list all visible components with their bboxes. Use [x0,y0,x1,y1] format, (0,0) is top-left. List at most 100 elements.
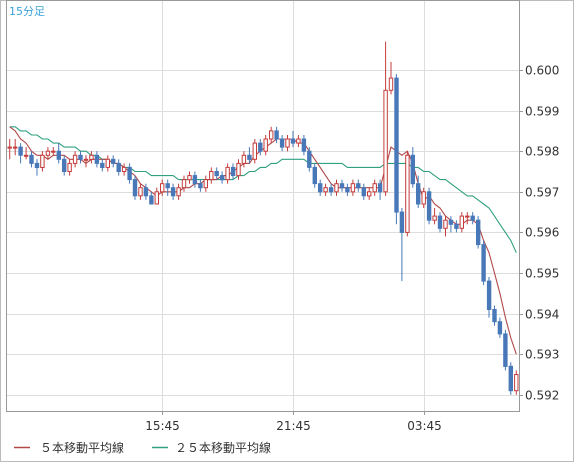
candle-body-down [503,333,508,367]
candle-body-down [220,175,225,181]
y-tick-label: 0.599 [525,105,559,119]
candle [170,183,176,200]
y-tick-label: 0.600 [525,64,559,78]
candle-body-down [448,219,454,225]
candle [350,179,356,196]
candle [448,216,454,233]
candle-body-up [181,179,187,189]
candle-body-up [72,154,78,164]
candle-body-up [285,138,290,148]
candle [236,159,241,180]
candle [13,139,18,156]
candle-body-down [356,183,361,189]
candle [203,175,209,192]
candle-body-down [508,365,514,392]
candle [405,151,410,237]
candle-body-down [377,183,383,193]
candle-body-down [127,166,132,181]
candle [83,155,89,168]
candle-body-down [486,280,492,311]
y-tick-label: 0.594 [525,308,559,322]
candle-body-up [83,158,89,161]
candle-body-down [318,183,323,193]
y-tick-label: 0.593 [525,348,559,362]
candle [263,135,268,156]
candle [105,155,110,172]
x-tick-label: 03:45 [407,419,442,433]
candle [356,179,361,192]
candle-body-up [209,171,214,181]
candle-body-down [481,244,486,282]
plot-area [6,0,520,412]
candle [377,179,383,200]
candle-body-down [301,138,307,152]
candle-body-up [89,154,94,160]
candle-body-down [454,223,459,229]
candle-body-up [176,187,181,197]
candle [176,183,181,200]
ma25-line [9,126,517,253]
candle [214,167,219,180]
candle [492,305,497,326]
candle-body-up [459,215,465,229]
candle-body-up [236,162,241,177]
candle-body-up [203,179,209,189]
candle-body-up [51,150,56,153]
candle [307,147,312,172]
candle-body-down [29,154,34,164]
candle-body-up [263,138,268,152]
candle-body-down [470,215,475,221]
candle-body-down [170,187,176,197]
candle-body-up [241,154,247,164]
candle [372,179,377,196]
candle [361,183,367,200]
candle [296,135,301,148]
x-tick-label: 21:45 [276,419,311,433]
candle [476,216,481,249]
candle-body-up [138,187,143,197]
candle [192,171,198,188]
candle-body-down [18,146,23,156]
candle-body-up [269,130,274,140]
candle-body-down [100,162,105,168]
candle [34,159,40,176]
candle-body-down [307,150,312,168]
candle [247,147,252,164]
candle [459,212,465,233]
candle-body-up [252,142,258,160]
ma25-layer [9,126,517,253]
candle [100,159,105,172]
candle [187,171,192,184]
candle-body-up [23,154,29,157]
candle-body-up [40,154,45,169]
candle-body-down [410,154,416,185]
candle [45,147,51,160]
candle [285,135,290,152]
candle [301,135,307,156]
candle-body-up [443,219,448,229]
candle [367,187,372,200]
legend-ma25-label: ２５本移動平均線 [175,440,271,455]
legend-ma5-label: ５本移動平均線 [40,440,124,455]
candle [127,163,132,184]
candle-body-up [367,191,372,197]
candle-body-up [405,154,410,233]
candle [486,277,492,318]
candle [51,147,56,156]
candle-body-down [290,138,296,144]
candle [437,212,443,233]
candle [67,159,72,176]
candle-body-down [62,158,67,173]
candle-body-down [339,183,345,189]
candle [18,143,23,164]
candle [274,126,279,144]
candle [154,187,160,205]
x-axis-ticks: 15:45 21:45 03:45 [145,411,442,433]
candle [132,175,138,200]
candle [318,179,323,196]
candle-body-down [149,195,154,205]
candle [421,187,426,208]
candle [72,151,78,168]
candle-body-down [394,77,399,213]
candle-body-down [78,154,83,160]
